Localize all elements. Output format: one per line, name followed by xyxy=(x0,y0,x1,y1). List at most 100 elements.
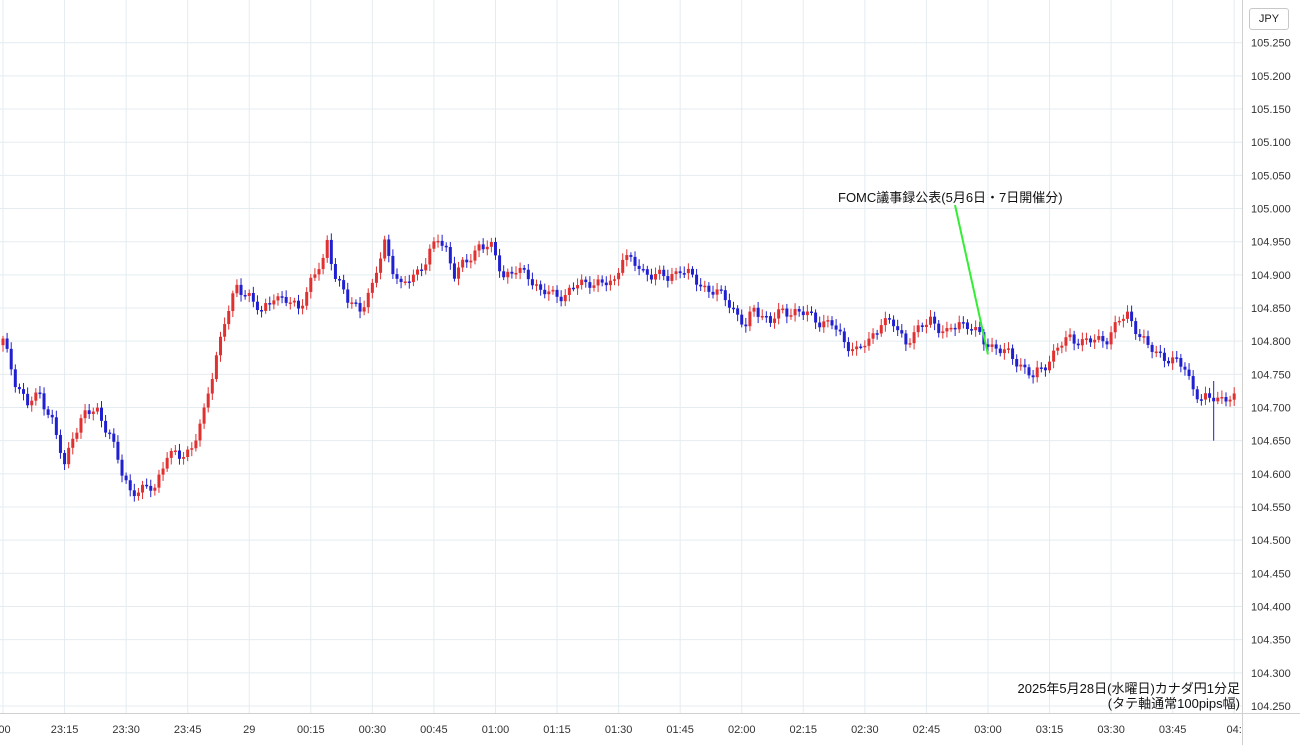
candle-body xyxy=(1011,348,1015,359)
candle-up xyxy=(30,396,34,412)
candle-body xyxy=(87,410,91,415)
candle-body xyxy=(383,239,387,259)
candle-body xyxy=(707,285,711,292)
candle-body xyxy=(362,307,366,312)
candle-down xyxy=(571,282,575,292)
candle-body xyxy=(403,281,407,283)
candle-down xyxy=(998,344,1002,357)
candle-body xyxy=(67,447,71,465)
candle-body xyxy=(432,241,436,249)
candle-body xyxy=(1121,318,1125,321)
candle-down xyxy=(440,234,444,252)
candle-down xyxy=(22,382,26,401)
candle-body xyxy=(116,441,120,460)
candle-body xyxy=(1068,334,1072,338)
y-tick-label: 104.350 xyxy=(1251,635,1291,647)
candle-up xyxy=(1117,316,1121,326)
candle-body xyxy=(699,284,703,287)
candle-down xyxy=(1158,344,1162,358)
candle-down xyxy=(1105,337,1109,350)
candle-up xyxy=(563,289,567,307)
candle-down xyxy=(970,323,974,335)
candle-up xyxy=(1232,387,1236,406)
candle-body xyxy=(157,474,161,488)
candle-body xyxy=(30,400,34,406)
candle-up xyxy=(625,249,629,267)
candle-body xyxy=(473,250,477,261)
candle-up xyxy=(190,442,194,457)
candle-up xyxy=(34,388,38,406)
candle-body xyxy=(173,450,177,453)
candle-body xyxy=(247,292,251,296)
candle-down xyxy=(452,256,456,282)
candle-body xyxy=(970,329,974,331)
candle-down xyxy=(13,364,17,393)
candle-up xyxy=(908,338,912,348)
candle-body xyxy=(883,318,887,326)
candle-up xyxy=(1019,358,1023,371)
candle-down xyxy=(448,242,452,270)
candle-body xyxy=(342,280,346,290)
candle-down xyxy=(707,282,711,298)
candle-down xyxy=(260,305,264,318)
candle-down xyxy=(116,435,120,464)
candle-down xyxy=(354,299,358,307)
candle-body xyxy=(535,284,539,286)
time-axis[interactable]: :00 23:15 23:30 23:45 29 00:15 00:30 00:45 01:00… xyxy=(0,713,1300,737)
candle-up xyxy=(75,427,79,443)
candle-down xyxy=(986,338,990,352)
candle-body xyxy=(855,346,859,350)
candle-body xyxy=(26,393,30,406)
caption-line2: (タテ軸通常100pips幅) xyxy=(1107,696,1240,711)
x-tick-label: 02:45 xyxy=(913,724,941,736)
candle-body xyxy=(916,325,920,333)
candle-body xyxy=(641,268,645,271)
candle-up xyxy=(670,267,674,285)
candle-down xyxy=(346,282,350,309)
candle-body xyxy=(153,487,157,491)
candle-down xyxy=(699,278,703,291)
candle-body xyxy=(1023,364,1027,368)
candle-body xyxy=(498,255,502,272)
candle-up xyxy=(1220,390,1224,405)
candle-up xyxy=(272,294,276,310)
candle-up xyxy=(411,269,415,287)
candle-body xyxy=(190,448,194,450)
candle-body xyxy=(875,333,879,335)
y-tick-label: 104.250 xyxy=(1251,701,1291,713)
candle-body xyxy=(756,307,760,317)
candle-body xyxy=(580,279,584,286)
candle-body xyxy=(863,345,867,348)
candle-down xyxy=(50,409,54,424)
candle-up xyxy=(703,280,707,293)
candle-body xyxy=(399,278,403,283)
candle-body xyxy=(50,414,54,418)
candle-down xyxy=(1023,358,1027,374)
candle-body xyxy=(908,343,912,345)
candle-up xyxy=(165,452,169,472)
candle-body xyxy=(416,269,420,275)
candle-down xyxy=(108,429,112,440)
candle-body xyxy=(177,450,181,459)
candle-up xyxy=(990,337,994,353)
candle-down xyxy=(904,330,908,352)
candle-body xyxy=(514,272,518,275)
price-axis[interactable]: 104.250 104.300 104.350 104.400 104.450 104.5… xyxy=(1242,0,1291,745)
currency-badge[interactable]: JPY xyxy=(1249,8,1289,30)
candle-body xyxy=(1056,347,1060,351)
candle-body xyxy=(760,315,764,318)
candle-body xyxy=(1203,393,1207,400)
candle-body xyxy=(604,282,608,286)
candle-body xyxy=(1117,320,1121,323)
candle-body xyxy=(912,332,916,344)
candle-body xyxy=(301,305,305,309)
candle-up xyxy=(1125,305,1129,323)
candle-body xyxy=(346,289,350,303)
candle-down xyxy=(965,319,969,335)
candle-down xyxy=(268,296,272,311)
candle-body xyxy=(481,244,485,250)
candle-down xyxy=(920,322,924,332)
candle-body xyxy=(296,300,300,309)
candle-up xyxy=(945,321,949,338)
